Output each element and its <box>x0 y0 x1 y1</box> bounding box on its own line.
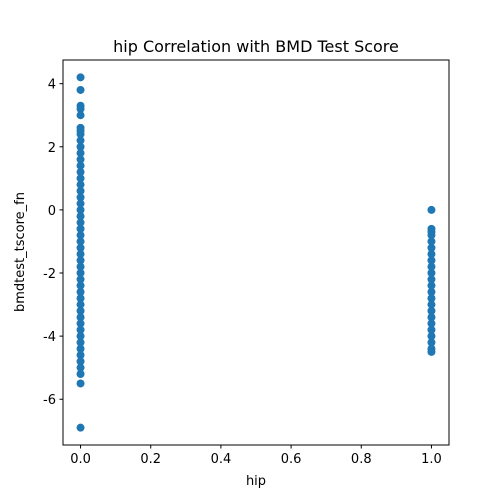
point <box>76 306 85 315</box>
point <box>427 338 436 347</box>
point <box>76 357 85 366</box>
y-tick-label: 2 <box>48 141 56 156</box>
point <box>427 269 436 278</box>
x-tick-label: 0.0 <box>70 452 91 467</box>
point <box>76 85 85 94</box>
point <box>76 351 85 360</box>
x-tick-label: 0.8 <box>351 452 372 467</box>
y-tick-label: -4 <box>43 330 56 345</box>
x-tick-label: 0.6 <box>281 452 302 467</box>
point <box>76 256 85 265</box>
point <box>427 281 436 290</box>
point <box>427 332 436 341</box>
point <box>76 344 85 353</box>
point <box>427 256 436 265</box>
point <box>76 231 85 240</box>
point <box>76 363 85 372</box>
point <box>76 142 85 151</box>
point <box>76 73 85 82</box>
point <box>76 205 85 214</box>
point <box>76 294 85 303</box>
point <box>76 136 85 145</box>
point <box>76 174 85 183</box>
point <box>76 325 85 334</box>
plot-frame <box>62 59 450 446</box>
point <box>76 313 85 322</box>
point <box>76 237 85 246</box>
point <box>76 224 85 233</box>
point <box>427 300 436 309</box>
point <box>76 269 85 278</box>
y-tick-label: 4 <box>48 78 56 93</box>
point <box>76 250 85 259</box>
point <box>76 111 85 120</box>
point <box>76 130 85 139</box>
point <box>427 319 436 328</box>
point <box>427 313 436 322</box>
point <box>76 332 85 341</box>
point <box>427 205 436 214</box>
x-tick-label: 1.0 <box>421 452 442 467</box>
point <box>76 243 85 252</box>
x-tick-label: 0.2 <box>140 452 161 467</box>
point <box>427 237 436 246</box>
point <box>76 218 85 227</box>
point <box>76 155 85 164</box>
y-tick-label: -6 <box>43 393 56 408</box>
point <box>76 186 85 195</box>
point <box>76 423 85 432</box>
point <box>427 275 436 284</box>
point <box>427 306 436 315</box>
point <box>76 104 85 113</box>
point <box>76 168 85 177</box>
point <box>427 325 436 334</box>
y-axis-label: bmdtest_tscore_fn <box>13 192 28 312</box>
point <box>76 281 85 290</box>
point <box>427 231 436 240</box>
point <box>76 379 85 388</box>
point <box>76 275 85 284</box>
x-tick-label: 0.4 <box>211 452 232 467</box>
chart-title: hip Correlation with BMD Test Score <box>113 37 399 56</box>
point <box>427 250 436 259</box>
point <box>427 347 436 356</box>
point <box>76 287 85 296</box>
point <box>76 149 85 158</box>
x-axis-label: hip <box>246 474 266 489</box>
point <box>427 262 436 271</box>
point <box>76 193 85 202</box>
y-tick-label: -2 <box>43 267 56 282</box>
point <box>76 369 85 378</box>
point <box>76 199 85 208</box>
point <box>76 319 85 328</box>
point <box>76 262 85 271</box>
point <box>76 212 85 221</box>
point <box>427 287 436 296</box>
point <box>76 300 85 309</box>
point <box>76 338 85 347</box>
point <box>427 243 436 252</box>
point <box>76 180 85 189</box>
point <box>427 294 436 303</box>
y-tick-label: 0 <box>48 204 56 219</box>
point <box>76 161 85 170</box>
